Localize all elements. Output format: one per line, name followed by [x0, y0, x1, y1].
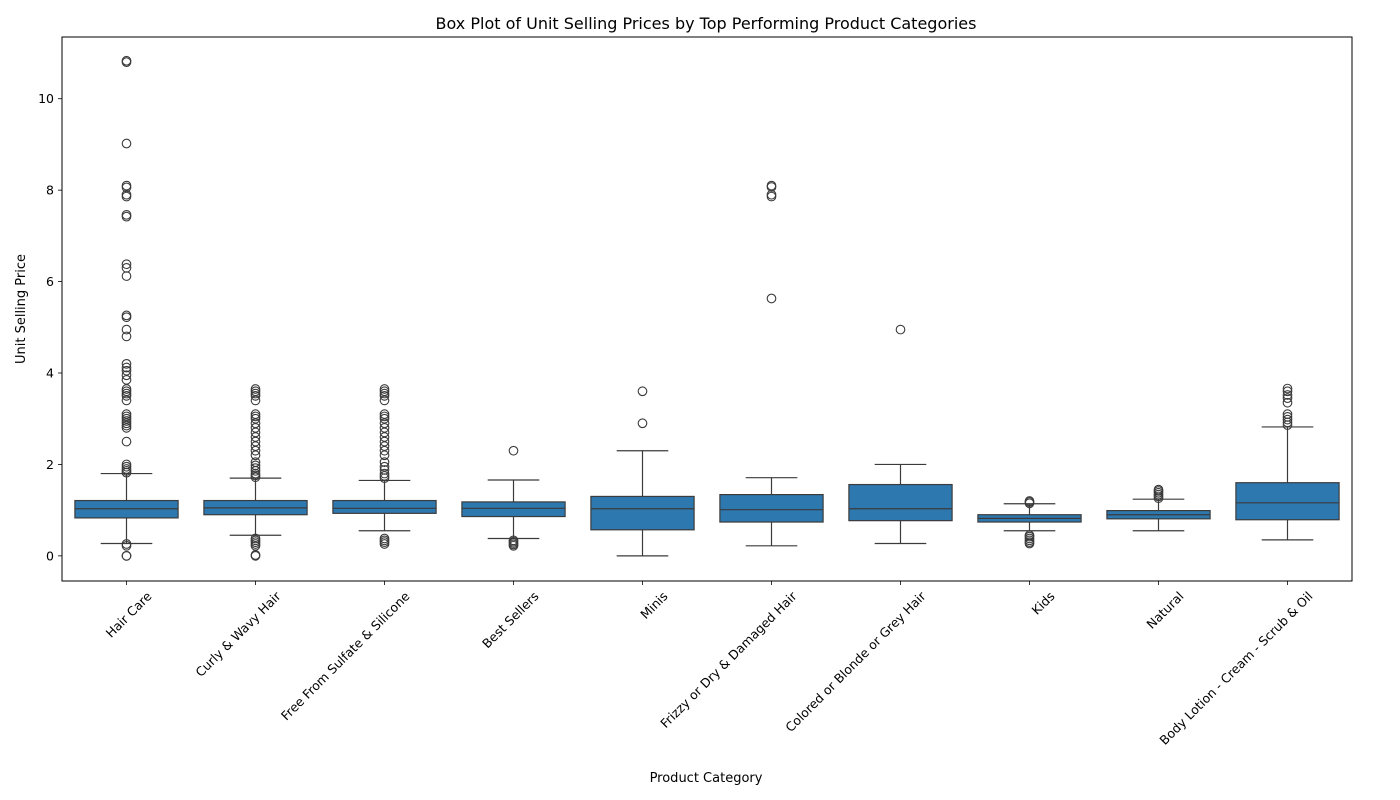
y-tick-label: 0	[46, 548, 54, 563]
outlier-point	[766, 180, 777, 191]
y-tick-label: 10	[38, 91, 54, 106]
outlier-point	[121, 209, 132, 220]
x-tick-label: Body Lotion - Cream - Scrub & Oil	[1156, 589, 1315, 748]
outlier-point	[379, 409, 390, 419]
outlier-point	[379, 413, 390, 424]
outlier-point	[121, 324, 132, 335]
outlier-point	[1153, 484, 1164, 495]
outlier-point	[121, 413, 132, 424]
outlier-point	[637, 418, 648, 429]
outlier-point	[121, 370, 132, 381]
outlier-point	[121, 436, 132, 447]
outlier-point	[121, 180, 132, 191]
outlier-point	[121, 263, 132, 273]
outlier-point	[250, 533, 261, 544]
outlier-point	[121, 539, 132, 549]
x-tick-label: Hair Care	[103, 588, 155, 640]
outlier-point	[1282, 409, 1293, 419]
x-axis-label: Product Category	[650, 771, 763, 786]
outlier-point	[250, 463, 261, 473]
outlier-point	[250, 384, 261, 394]
outlier-point	[121, 551, 132, 561]
outlier-point	[379, 384, 390, 394]
x-tick-label: Free From Sulfate & Silicone	[278, 588, 413, 723]
box-iqr	[848, 483, 953, 522]
outlier-point	[1282, 393, 1293, 403]
outlier-point	[379, 388, 390, 399]
box-iqr	[1235, 482, 1340, 521]
outlier-point	[121, 331, 132, 342]
outlier-point	[379, 533, 390, 544]
y-tick-label: 8	[46, 183, 54, 198]
outlier-point	[121, 271, 132, 281]
plot-frame	[61, 36, 1353, 582]
outlier-point	[121, 391, 132, 401]
x-tick-label: Colored or Blonde or Grey Hair	[782, 588, 929, 735]
outlier-point	[1282, 383, 1293, 394]
y-tick-label: 2	[46, 457, 54, 472]
x-tick-label: Frizzy or Dry & Damaged Hair	[657, 588, 800, 731]
x-tick-label: Kids	[1029, 589, 1058, 618]
x-tick-label: Natural	[1143, 589, 1186, 632]
outlier-point	[508, 535, 519, 546]
outlier-point	[121, 365, 132, 376]
box-iqr	[332, 499, 437, 514]
box-iqr	[461, 501, 566, 518]
x-tick-label: Best Sellers	[479, 589, 542, 652]
outlier-point	[379, 465, 390, 475]
outlier-point	[379, 411, 390, 422]
outlier-point	[121, 409, 132, 419]
outlier-point	[1282, 397, 1293, 408]
outlier-point	[121, 459, 132, 470]
outlier-point	[250, 457, 261, 467]
outlier-point	[637, 386, 648, 397]
chart-title: Box Plot of Unit Selling Prices by Top P…	[436, 14, 977, 33]
box-iqr	[719, 494, 824, 523]
outlier-point	[766, 293, 777, 304]
outlier-point	[250, 386, 261, 397]
outlier-point	[250, 409, 261, 419]
outlier-point	[250, 411, 261, 422]
outlier-point	[1024, 530, 1035, 541]
outlier-point	[250, 460, 261, 471]
box-iqr	[590, 495, 695, 531]
x-tick-label: Curly & Wavy Hair	[192, 588, 284, 680]
outlier-point	[121, 388, 132, 399]
outlier-point	[121, 386, 132, 397]
outlier-point	[121, 362, 132, 373]
outlier-point	[379, 457, 390, 467]
outlier-point	[1282, 412, 1293, 422]
outlier-point	[1282, 390, 1293, 400]
outlier-point	[250, 413, 261, 424]
outlier-point	[1282, 414, 1293, 425]
outlier-point	[250, 391, 261, 401]
outlier-point	[1282, 386, 1293, 397]
outlier-point	[379, 391, 390, 401]
outlier-point	[121, 138, 132, 149]
y-axis-label: Unit Selling Price	[14, 254, 29, 364]
outlier-point	[121, 461, 132, 472]
outlier-point	[379, 461, 390, 472]
outlier-point	[121, 464, 132, 474]
outlier-point	[121, 411, 132, 422]
outlier-point	[250, 388, 261, 399]
outlier-point	[121, 416, 132, 426]
outlier-point	[379, 468, 390, 479]
outlier-point	[379, 386, 390, 397]
outlier-point	[1024, 496, 1035, 506]
outlier-point	[121, 55, 132, 66]
x-tick-label: Minis	[637, 589, 670, 622]
y-tick-label: 4	[46, 366, 54, 381]
y-tick-label: 6	[46, 274, 54, 289]
outlier-point	[895, 324, 906, 335]
outlier-point	[508, 445, 519, 456]
outlier-point	[121, 259, 132, 270]
outlier-point	[121, 310, 132, 321]
outlier-point	[121, 359, 132, 369]
